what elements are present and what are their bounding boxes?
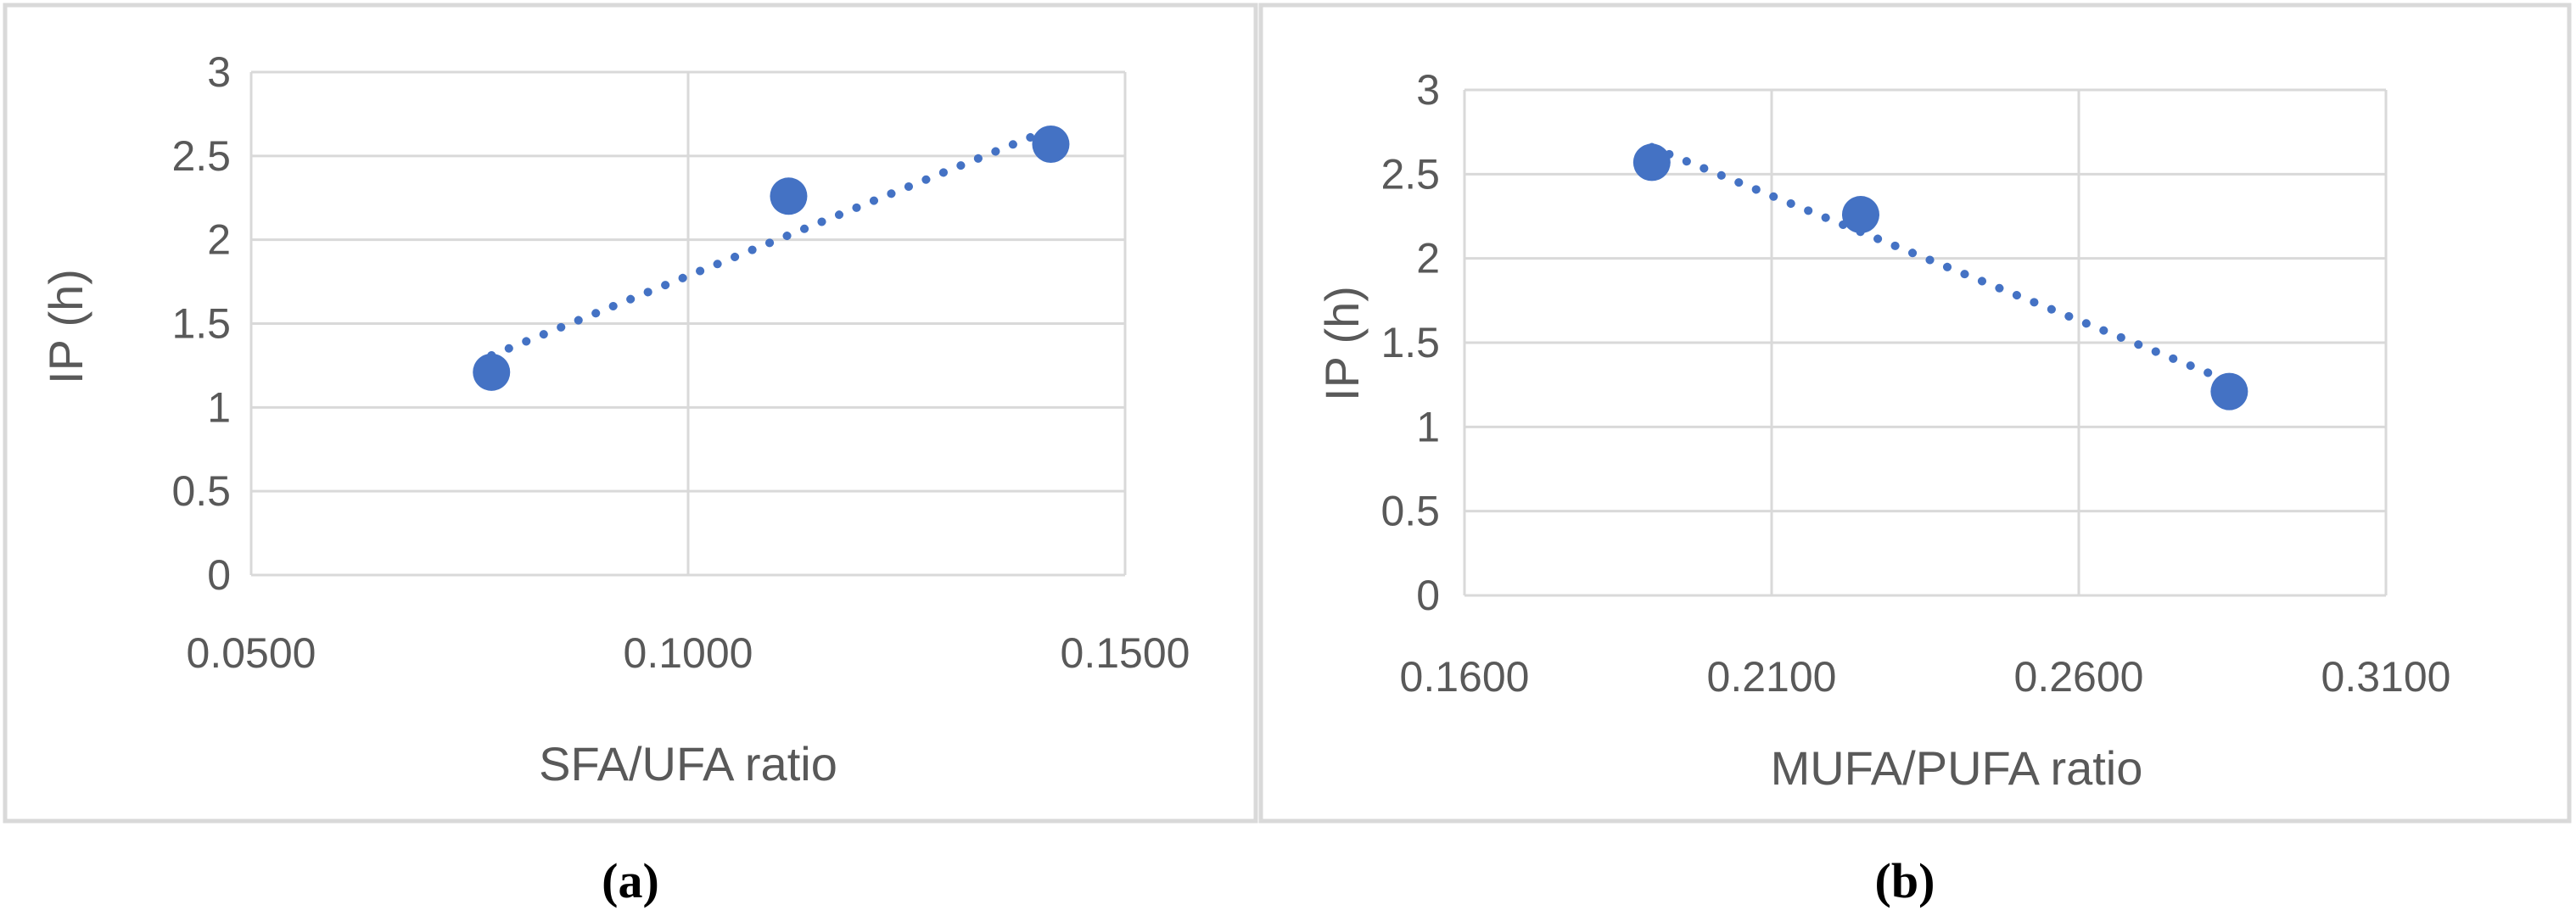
panel-b-x-axis-title: MUFA/PUFA ratio [1771,741,2143,795]
data-point [1841,196,1879,234]
panel-a-trendline [487,125,1056,360]
x-tick-label: 0.1600 [1400,653,1530,701]
y-tick-label: 2 [1416,235,1440,282]
panel-b-border [1258,3,2572,824]
y-tick-label: 3 [207,48,231,96]
y-tick-label: 1 [207,383,231,431]
y-tick-label: 1.5 [171,300,231,348]
panel-a-x-tick-labels: 0.0500 0.1000 0.1500 [187,629,1190,677]
panel-a-grid [249,70,1127,577]
panel-a-x-axis-title: SFA/UFA ratio [539,737,837,790]
panel-a-caption: (a) [602,853,659,908]
y-tick-label: 0 [207,551,231,599]
x-tick-label: 0.1500 [1061,629,1190,677]
y-tick-label: 0.5 [171,467,231,515]
x-tick-label: 0.0500 [187,629,316,677]
panel-a-points [473,125,1070,391]
x-tick-label: 0.2100 [1707,653,1837,701]
panel-b-points [1632,143,2248,411]
data-point [770,177,808,215]
panel-b-y-axis-title: IP (h) [1315,286,1369,401]
data-point [473,353,511,391]
trendline [487,125,1056,360]
panel-b-x-tick-labels: 0.1600 0.2100 0.2600 0.3100 [1400,653,2451,701]
panel-b: 0 0.5 1 1.5 2 2.5 3 0.1600 0.2100 0.2600 0.3100 M… [1258,3,2572,824]
y-tick-label: 2.5 [1380,150,1440,198]
data-point [2210,372,2248,411]
panel-a-y-tick-labels: 0 0.5 1 1.5 2 2.5 3 [171,48,231,599]
x-tick-label: 0.2600 [2014,653,2144,701]
y-tick-label: 1.5 [1380,319,1440,366]
panel-b-y-tick-labels: 0 0.5 1 1.5 2 2.5 3 [1380,66,1440,619]
panel-a-y-axis-title: IP (h) [39,269,92,384]
y-tick-label: 2 [207,216,231,264]
panel-a: 0 0.5 1 1.5 2 2.5 3 0.0500 0.1000 0.1500 SFA/UFA… [3,3,1258,824]
panel-b-grid [1463,88,2388,597]
y-tick-label: 3 [1416,66,1440,114]
y-tick-label: 0 [1416,572,1440,619]
data-point [1632,143,1671,182]
y-tick-label: 2.5 [171,132,231,180]
data-point [1032,125,1070,163]
panel-b-caption: (b) [1875,853,1935,908]
panel-a-border [3,3,1258,824]
y-tick-label: 0.5 [1380,488,1440,535]
x-tick-label: 0.1000 [624,629,753,677]
x-tick-label: 0.3100 [2321,653,2451,701]
y-tick-label: 1 [1416,403,1440,450]
